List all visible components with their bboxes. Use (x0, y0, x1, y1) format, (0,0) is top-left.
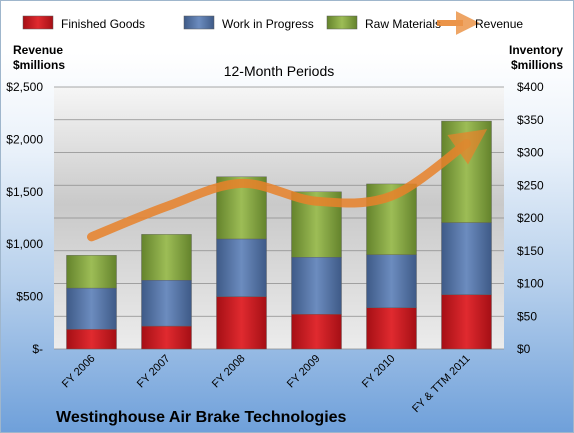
chart-title: Westinghouse Air Brake Technologies (56, 409, 347, 426)
left-tick-label: $2,500 (6, 80, 43, 94)
chart-subtitle: 12-Month Periods (224, 63, 335, 79)
right-tick-label: $250 (517, 178, 544, 192)
bar-work-in-progress (141, 280, 192, 327)
legend-swatch (22, 15, 54, 30)
bar-finished-goods (141, 325, 192, 350)
bar-finished-goods (441, 294, 492, 350)
right-tick-label: $200 (517, 211, 544, 225)
right-tick-label: $100 (517, 277, 544, 291)
bar-raw-materials (441, 120, 492, 223)
bar-work-in-progress (66, 287, 117, 330)
bar-finished-goods (291, 314, 342, 350)
right-axis-label-line2: $millions (511, 58, 563, 72)
revenue-series (87, 129, 488, 242)
legend-swatch (183, 15, 215, 30)
legend-swatch (326, 15, 358, 30)
x-tick-label: FY 2006 (60, 353, 98, 391)
x-tick-label: FY 2010 (360, 353, 398, 391)
x-tick-label: FY 2009 (285, 353, 323, 391)
x-tick-label: FY & TTM 2011 (410, 353, 473, 416)
bar-finished-goods (366, 307, 417, 350)
right-tick-label: $50 (517, 309, 537, 323)
right-axis-ticks: $0 $50 $100 $150 $200 $250 $300 $350 $400 (517, 80, 544, 356)
legend-label: Raw Materials (365, 17, 441, 31)
bar-finished-goods (66, 329, 117, 350)
bar-raw-materials (141, 234, 192, 281)
bar-work-in-progress (216, 238, 267, 297)
bar-finished-goods (216, 296, 267, 350)
x-axis-ticks: FY 2006 FY 2007 FY 2008 FY 2009 FY 2010 FY & … (60, 353, 473, 416)
right-axis-label-line1: Inventory (509, 43, 563, 57)
left-tick-label: $1,000 (6, 237, 43, 251)
right-tick-label: $0 (517, 342, 531, 356)
bar-work-in-progress (441, 222, 492, 295)
legend-label: Revenue (475, 17, 523, 31)
right-tick-label: $400 (517, 80, 544, 94)
legend-label: Finished Goods (61, 17, 145, 31)
left-axis-ticks: $- $500 $1,000 $1,500 $2,000 $2,500 (6, 80, 43, 356)
left-tick-label: $2,000 (6, 132, 43, 146)
left-tick-label: $1,500 (6, 185, 43, 199)
bar-work-in-progress (366, 254, 417, 308)
legend-label: Work in Progress (222, 17, 314, 31)
left-axis-label-line2: $millions (13, 58, 65, 72)
bar-work-in-progress (291, 257, 342, 315)
bar-raw-materials (66, 255, 117, 289)
x-tick-label: FY 2008 (210, 353, 248, 391)
right-tick-label: $350 (517, 113, 544, 127)
gridlines (54, 86, 504, 350)
left-tick-label: $- (32, 342, 43, 356)
right-tick-label: $300 (517, 146, 544, 160)
x-tick-label: FY 2007 (135, 353, 173, 391)
right-tick-label: $150 (517, 244, 544, 258)
legend: Finished Goods Work in Progress Raw Materi… (22, 11, 523, 35)
revenue-line (87, 129, 488, 242)
left-axis-label-line1: Revenue (13, 43, 63, 57)
left-tick-label: $500 (16, 290, 43, 304)
